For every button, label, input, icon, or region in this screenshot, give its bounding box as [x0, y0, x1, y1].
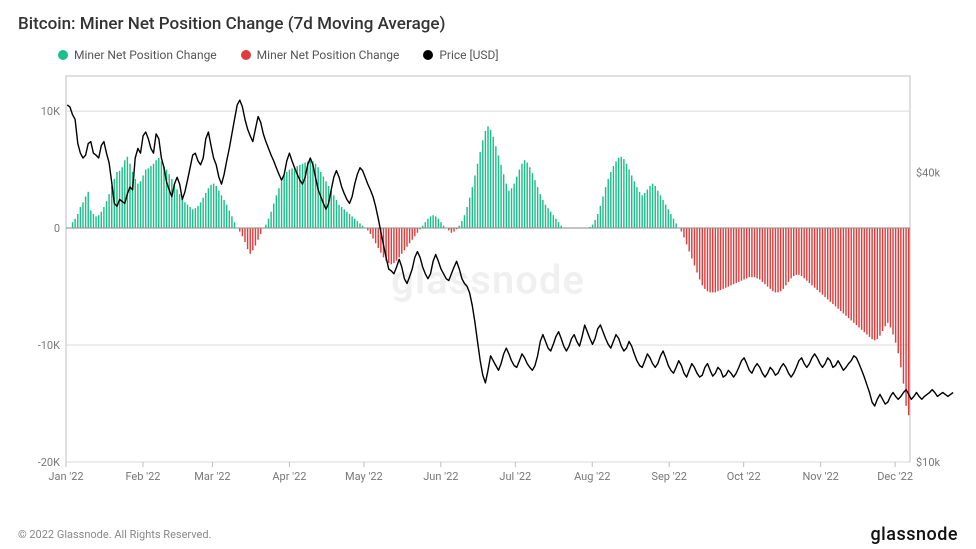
chart-title: Bitcoin: Miner Net Position Change (7d M… [18, 14, 958, 34]
svg-text:Aug '22: Aug '22 [574, 470, 610, 483]
legend-swatch-negative [241, 50, 251, 60]
svg-text:Jun '22: Jun '22 [423, 470, 458, 483]
svg-text:Jul '22: Jul '22 [499, 470, 531, 483]
legend-item-positive: Miner Net Position Change [58, 48, 217, 62]
svg-text:Dec '22: Dec '22 [877, 470, 913, 483]
svg-text:May '22: May '22 [345, 470, 383, 483]
svg-text:-20K: -20K [38, 456, 60, 469]
svg-text:-10K: -10K [38, 339, 60, 352]
chart-area: glassnode -20K-10K010K$10k$40kJan '22Feb… [18, 70, 958, 490]
legend-label: Miner Net Position Change [74, 48, 217, 62]
brand-logo: glassnode [870, 524, 958, 545]
svg-text:Nov '22: Nov '22 [802, 470, 838, 483]
legend-swatch-positive [58, 50, 68, 60]
legend: Miner Net Position Change Miner Net Posi… [58, 48, 958, 62]
svg-text:Mar '22: Mar '22 [194, 470, 230, 483]
svg-text:$10k: $10k [916, 456, 941, 469]
chart-svg: -20K -10K 0 10K $10k $40k Jan '22 Feb '22 Mar '2… [18, 70, 958, 490]
svg-text:Oct '22: Oct '22 [727, 470, 761, 483]
legend-item-price: Price [USD] [423, 48, 498, 62]
legend-label: Miner Net Position Change [257, 48, 400, 62]
legend-swatch-price [423, 50, 433, 60]
copyright: © 2022 Glassnode. All Rights Reserved. [18, 528, 211, 541]
svg-text:$40k: $40k [916, 167, 941, 180]
legend-item-negative: Miner Net Position Change [241, 48, 400, 62]
svg-text:0: 0 [54, 222, 60, 235]
svg-text:10K: 10K [41, 105, 60, 118]
svg-text:Feb '22: Feb '22 [125, 470, 160, 483]
svg-text:Jan '22: Jan '22 [48, 470, 83, 483]
svg-text:Sep '22: Sep '22 [651, 470, 687, 483]
svg-text:Apr '22: Apr '22 [272, 470, 306, 483]
legend-label: Price [USD] [439, 48, 498, 62]
